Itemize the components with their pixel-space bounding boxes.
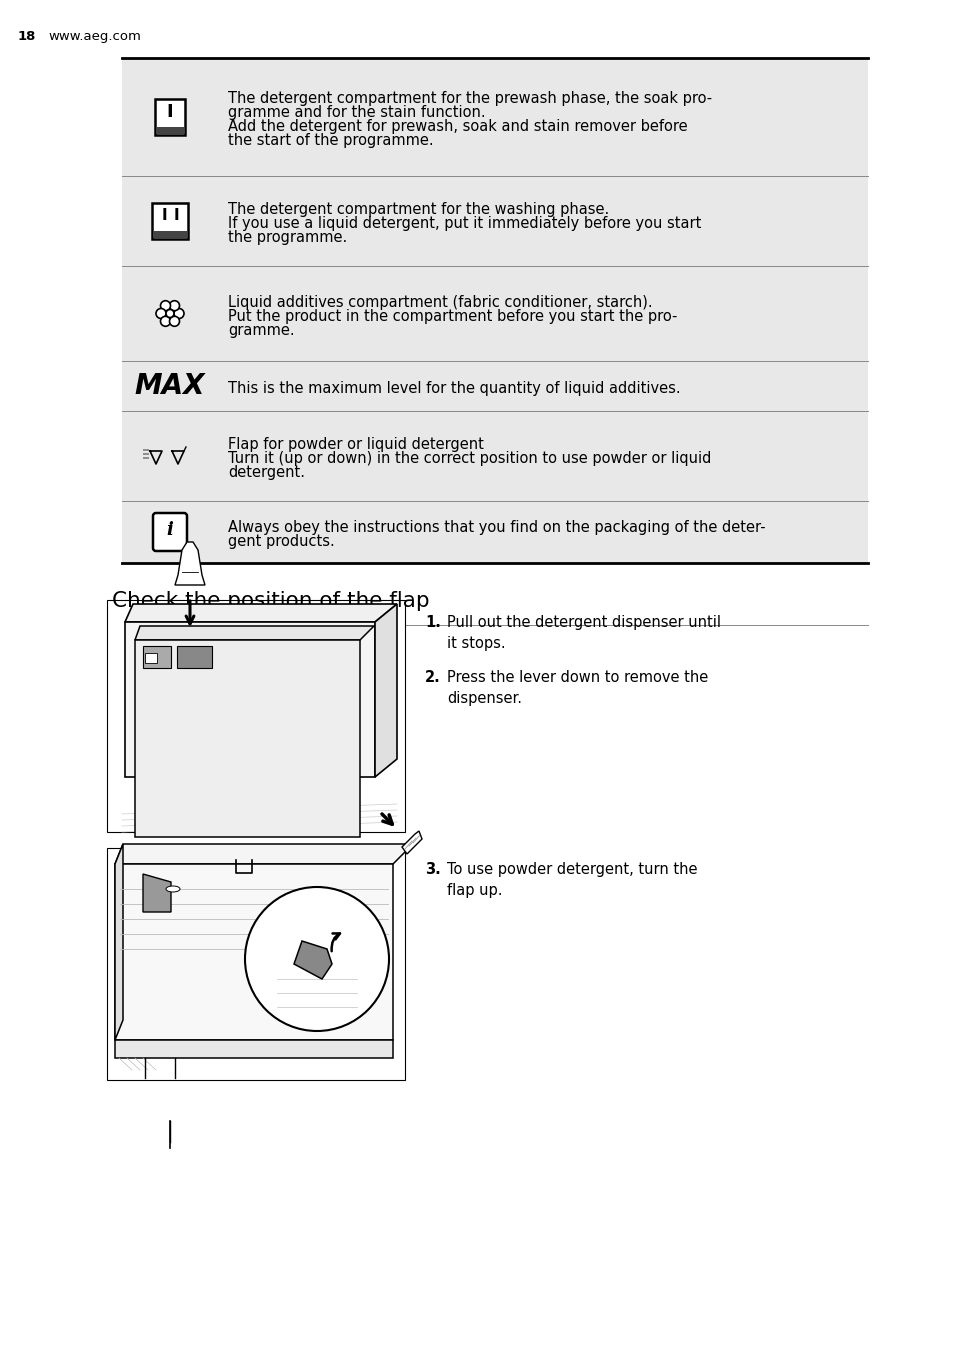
Text: 3.: 3.: [424, 863, 440, 877]
Polygon shape: [115, 1040, 393, 1059]
Circle shape: [143, 453, 145, 454]
Polygon shape: [115, 864, 393, 1040]
Polygon shape: [375, 604, 396, 777]
Text: gramme and for the stain function.: gramme and for the stain function.: [228, 105, 485, 120]
Bar: [122, 266, 867, 361]
Text: Press the lever down to remove the
dispenser.: Press the lever down to remove the dispe…: [447, 671, 707, 706]
Bar: [152, 231, 187, 238]
Text: Pull out the detergent dispenser until
it stops.: Pull out the detergent dispenser until i…: [447, 615, 720, 652]
Circle shape: [170, 316, 179, 326]
Bar: [156, 127, 184, 134]
Text: detergent.: detergent.: [228, 465, 305, 480]
Text: Liquid additives compartment (fabric conditioner, starch).: Liquid additives compartment (fabric con…: [228, 295, 652, 310]
Circle shape: [143, 449, 145, 450]
Ellipse shape: [166, 886, 180, 892]
Text: This is the maximum level for the quantity of liquid additives.: This is the maximum level for the quanti…: [228, 381, 679, 396]
Text: I: I: [173, 207, 178, 223]
Polygon shape: [401, 831, 421, 854]
Circle shape: [145, 457, 147, 458]
Bar: [107, 848, 405, 1080]
Polygon shape: [294, 941, 332, 979]
Text: Check the position of the flap: Check the position of the flap: [112, 591, 429, 611]
Polygon shape: [143, 873, 171, 913]
Polygon shape: [125, 604, 396, 622]
Text: Turn it (up or down) in the correct position to use powder or liquid: Turn it (up or down) in the correct posi…: [228, 452, 711, 466]
Bar: [122, 361, 867, 411]
Text: gramme.: gramme.: [228, 323, 294, 338]
Circle shape: [173, 308, 184, 319]
Text: 1.: 1.: [424, 615, 440, 630]
Text: MAX: MAX: [134, 372, 205, 400]
Circle shape: [166, 310, 173, 318]
Text: the programme.: the programme.: [228, 230, 347, 245]
Circle shape: [245, 887, 389, 1032]
Circle shape: [143, 457, 145, 458]
Text: gent products.: gent products.: [228, 534, 335, 549]
FancyBboxPatch shape: [152, 512, 187, 552]
Bar: [140, 627, 359, 639]
Polygon shape: [115, 844, 413, 864]
Circle shape: [147, 449, 149, 450]
Text: the start of the programme.: the start of the programme.: [228, 132, 434, 147]
Text: Always obey the instructions that you find on the packaging of the deter-: Always obey the instructions that you fi…: [228, 521, 765, 535]
Bar: [154, 99, 185, 135]
Text: Flap for powder or liquid detergent: Flap for powder or liquid detergent: [228, 437, 483, 452]
Polygon shape: [135, 626, 374, 639]
Polygon shape: [174, 542, 205, 585]
Circle shape: [145, 449, 147, 450]
Text: If you use a liquid detergent, put it immediately before you start: If you use a liquid detergent, put it im…: [228, 216, 700, 231]
Circle shape: [156, 308, 166, 319]
Bar: [143, 646, 171, 668]
Bar: [122, 58, 867, 176]
Text: I: I: [161, 207, 167, 223]
Bar: [177, 646, 212, 668]
Circle shape: [170, 300, 179, 311]
Circle shape: [147, 457, 149, 458]
Bar: [122, 411, 867, 502]
Bar: [145, 653, 157, 662]
Polygon shape: [125, 622, 375, 777]
Polygon shape: [115, 844, 123, 1040]
Text: 2.: 2.: [424, 671, 440, 685]
Text: i: i: [167, 521, 173, 539]
Bar: [122, 176, 867, 266]
Text: The detergent compartment for the washing phase.: The detergent compartment for the washin…: [228, 201, 609, 218]
Text: Add the detergent for prewash, soak and stain remover before: Add the detergent for prewash, soak and …: [228, 119, 687, 134]
Circle shape: [145, 453, 147, 454]
Circle shape: [160, 316, 171, 326]
Text: I: I: [167, 103, 173, 120]
Circle shape: [160, 300, 171, 311]
Bar: [107, 600, 405, 831]
Text: The detergent compartment for the prewash phase, the soak pro-: The detergent compartment for the prewas…: [228, 91, 711, 105]
Text: www.aeg.com: www.aeg.com: [48, 30, 141, 43]
Text: 18: 18: [18, 30, 36, 43]
Circle shape: [147, 453, 149, 454]
Bar: [152, 203, 188, 239]
Text: To use powder detergent, turn the
flap up.: To use powder detergent, turn the flap u…: [447, 863, 697, 898]
Text: Put the product in the compartment before you start the pro-: Put the product in the compartment befor…: [228, 308, 677, 323]
Polygon shape: [135, 639, 359, 837]
Bar: [122, 502, 867, 562]
